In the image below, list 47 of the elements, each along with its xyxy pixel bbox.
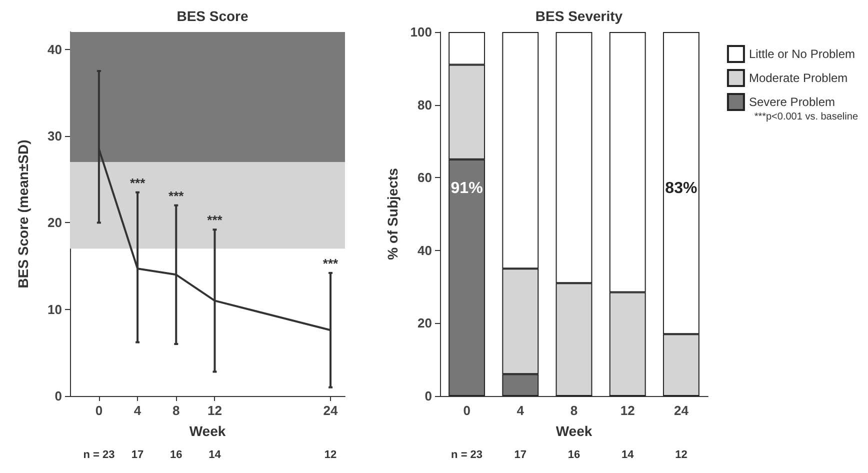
x-tick-label: 12 (620, 403, 635, 418)
text: ***p<0.001 vs. baseline (754, 112, 858, 122)
x-tick-label: 24 (323, 403, 339, 418)
y-tick-label: 100 (410, 24, 432, 40)
x-tick-label: 12 (208, 403, 222, 418)
x-tick-label: 4 (134, 403, 142, 418)
text: 12 (675, 449, 688, 461)
x-tick-label: 0 (463, 403, 470, 418)
x-tick-label: 24 (674, 403, 690, 418)
annotation: *** (168, 188, 185, 204)
y-tick-label: 0 (424, 388, 432, 404)
text: 16 (568, 449, 580, 461)
x-tick-label: 8 (172, 403, 180, 418)
y-tick-label: 20 (418, 316, 432, 331)
y-tick-label: 20 (48, 215, 62, 230)
annotation: 91% (450, 180, 483, 198)
legend-label: Moderate Problem (748, 71, 848, 85)
text: 14 (208, 449, 222, 461)
y-axis-title: % of Subjects (384, 168, 400, 260)
y-tick-label: 30 (48, 128, 62, 144)
text: 14 (621, 449, 635, 461)
x-tick-label: 8 (570, 403, 578, 418)
x-tick-label: 4 (516, 403, 525, 418)
text: 17 (131, 449, 144, 461)
y-axis-title: BES Score (mean±SD) (15, 140, 31, 288)
legend-label: Little or No Problem (748, 47, 856, 61)
text: n = 23 (451, 449, 483, 461)
text: 12 (324, 449, 337, 461)
chart-title: BES Severity (535, 8, 623, 24)
y-tick-label: 0 (54, 388, 62, 404)
x-axis-title: Week (189, 423, 226, 439)
y-tick-label: 80 (418, 97, 432, 112)
text: 16 (170, 449, 182, 461)
x-axis-title: Week (556, 423, 592, 439)
annotation: *** (322, 256, 340, 271)
y-tick-label: 40 (48, 42, 62, 57)
y-tick-label: 60 (418, 170, 432, 186)
annotation: *** (130, 175, 146, 190)
annotation: 83% (665, 180, 698, 198)
x-tick-label: 0 (95, 403, 103, 418)
text: 17 (514, 449, 527, 461)
chart-title: BES Score (176, 8, 249, 24)
legend-label: Severe Problem (748, 95, 836, 109)
y-tick-label: 40 (418, 242, 432, 258)
annotation: *** (207, 212, 224, 228)
y-tick-label: 10 (48, 302, 62, 317)
text: n = 23 (83, 449, 115, 461)
